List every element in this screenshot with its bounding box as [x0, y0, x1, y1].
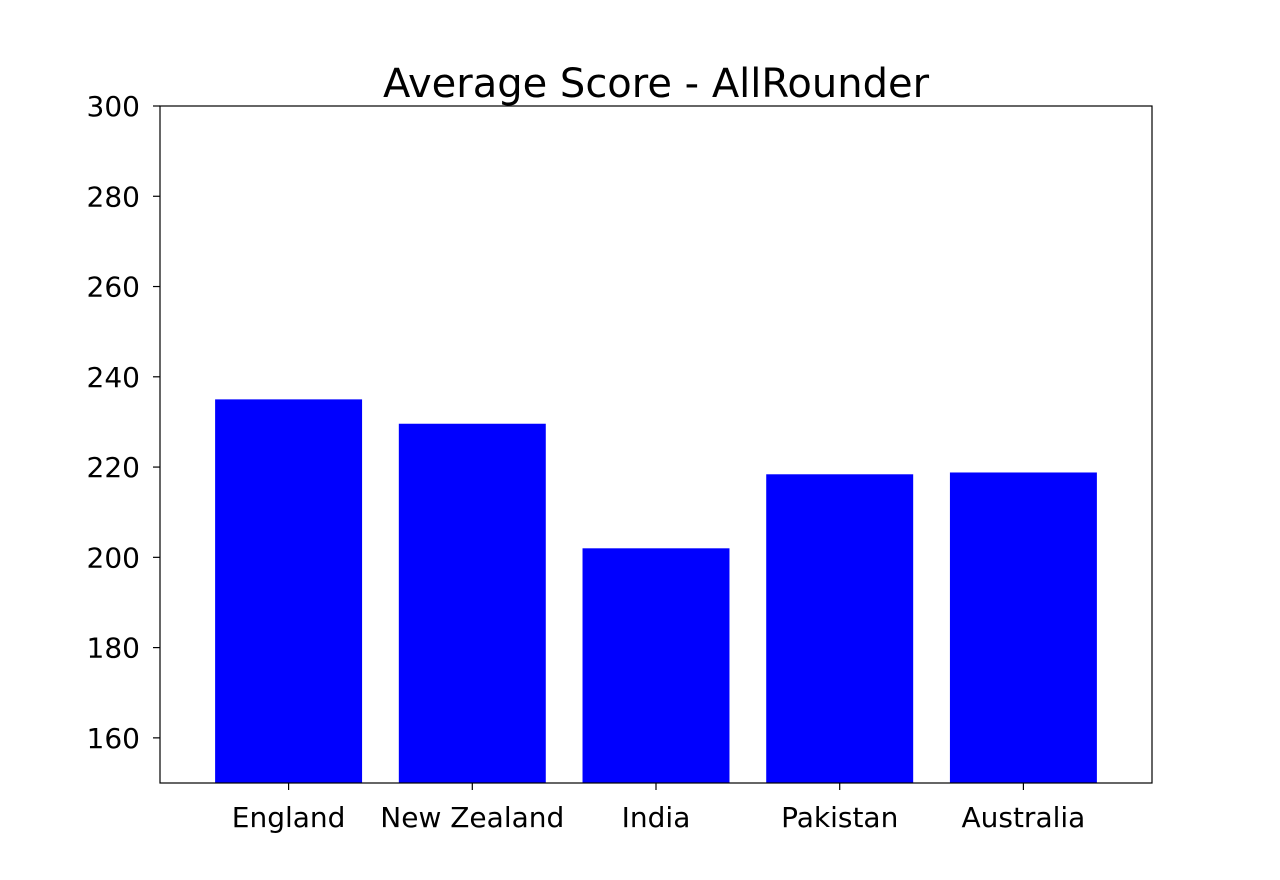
- y-tick-label: 260: [87, 271, 140, 304]
- x-tick-label: Australia: [961, 801, 1085, 834]
- x-tick-label: Pakistan: [781, 801, 898, 834]
- bar-new-zealand: [398, 423, 546, 783]
- y-tick-label: 220: [87, 451, 140, 484]
- y-tick-label: 300: [87, 90, 140, 123]
- x-tick-label: India: [622, 801, 691, 834]
- x-tick-label: England: [232, 801, 346, 834]
- y-tick-label: 160: [87, 722, 140, 755]
- bar-australia: [949, 472, 1097, 783]
- bars-layer: [215, 399, 1097, 783]
- bar-india: [582, 548, 730, 783]
- y-tick-label: 240: [87, 361, 140, 394]
- axes-layer: England New Zealand India Pakistan Australia…: [87, 90, 1086, 834]
- chart-title: Average Score - AllRounder: [383, 61, 930, 107]
- y-tick-label: 180: [87, 632, 140, 665]
- x-tick-label: New Zealand: [380, 801, 564, 834]
- y-tick-label: 200: [87, 541, 140, 574]
- bar-pakistan: [766, 474, 914, 783]
- plot-area-frame: [159, 105, 1153, 784]
- bar-england: [215, 399, 363, 783]
- y-tick-label: 280: [87, 180, 140, 213]
